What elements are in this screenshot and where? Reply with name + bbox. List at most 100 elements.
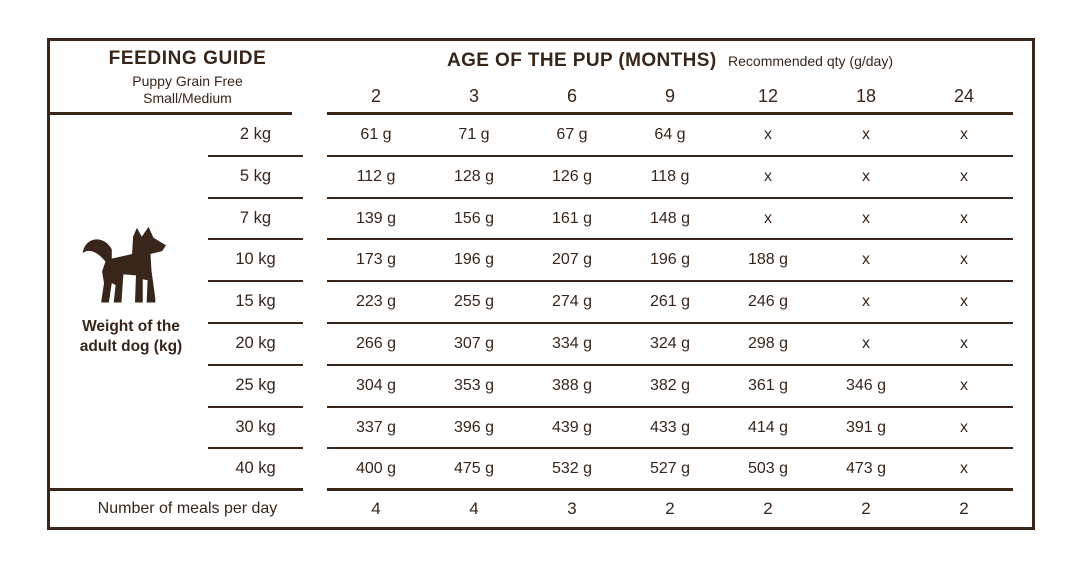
qty-cell: x: [960, 334, 968, 352]
qty-cell: 139 g: [355, 209, 397, 227]
weight-axis-label-line2: adult dog (kg): [79, 338, 183, 355]
qty-cell: 274 g: [551, 293, 593, 311]
qty-cell: 161 g: [551, 209, 593, 227]
qty-cell: x: [960, 126, 968, 143]
age-unit-note: Recommended qty (g/day): [728, 53, 893, 69]
qty-cell: 71 g: [458, 126, 490, 143]
weight-axis-label: Weight of the adult dog (kg): [50, 317, 212, 357]
qty-cell: 382 g: [649, 376, 691, 394]
qty-cell: x: [862, 251, 870, 269]
qty-cell: 128 g: [453, 167, 495, 185]
qty-cell: 246 g: [747, 293, 789, 311]
qty-cell: 475 g: [453, 460, 495, 478]
row-rule-left: [208, 154, 303, 157]
row-rule-data: [327, 447, 1013, 450]
qty-cell: x: [960, 293, 968, 311]
meals-row-label: Number of meals per day: [97, 500, 278, 517]
meals-value-cell: 3: [567, 499, 577, 518]
weight-axis-label-line1: Weight of the: [82, 318, 180, 335]
product-subtitle-line2: Small/Medium: [143, 90, 232, 106]
qty-cell: 266 g: [355, 334, 397, 352]
qty-cell: 148 g: [649, 209, 691, 227]
meals-value-cell: 2: [763, 499, 773, 518]
qty-cell: 223 g: [355, 293, 397, 311]
qty-cell: 391 g: [845, 418, 887, 436]
weight-row-label: 40 kg: [235, 459, 276, 478]
qty-cell: 400 g: [355, 460, 397, 478]
qty-cell: 196 g: [649, 251, 691, 269]
feeding-guide-header: FEEDING GUIDE Puppy Grain Free Small/Med…: [50, 48, 325, 107]
age-title: AGE OF THE PUP (MONTHS): [447, 50, 717, 71]
feeding-guide-table: FEEDING GUIDE Puppy Grain Free Small/Med…: [47, 38, 1035, 530]
qty-cell: 112 g: [356, 167, 396, 185]
qty-cell: x: [764, 126, 772, 143]
row-rule-data: [327, 280, 1013, 283]
weight-row-label: 20 kg: [235, 333, 276, 352]
qty-cell: 388 g: [551, 376, 593, 394]
qty-cell: x: [862, 334, 870, 352]
meals-rule-left: [50, 488, 303, 491]
meals-value-cell: 2: [665, 499, 675, 518]
qty-cell: x: [862, 209, 870, 227]
weight-row-label: 10 kg: [235, 250, 276, 269]
row-rule-left: [208, 447, 303, 450]
weight-row-label: 7 kg: [239, 208, 272, 227]
meals-value-cell: 4: [469, 499, 479, 518]
qty-cell: 532 g: [551, 460, 593, 478]
age-column-header: 24: [953, 86, 975, 106]
qty-cell: 298 g: [747, 334, 789, 352]
qty-cell: 361 g: [747, 376, 789, 394]
row-rule-left: [208, 405, 303, 408]
row-rule-left: [208, 196, 303, 199]
weight-row-label: 25 kg: [235, 375, 276, 394]
age-column-header: 12: [757, 86, 779, 106]
qty-cell: 61 g: [360, 126, 392, 143]
header-rule-left: [50, 112, 292, 115]
qty-cell: 433 g: [649, 418, 691, 436]
row-rule-left: [208, 238, 303, 241]
qty-cell: 527 g: [649, 460, 691, 478]
weight-row-label: 15 kg: [235, 292, 276, 311]
row-rule-data: [327, 238, 1013, 241]
product-subtitle: Puppy Grain Free Small/Medium: [50, 73, 325, 107]
age-column-header: 2: [370, 86, 381, 106]
qty-cell: x: [764, 167, 772, 185]
qty-cell: x: [764, 209, 772, 227]
qty-cell: x: [960, 209, 968, 227]
product-subtitle-line1: Puppy Grain Free: [132, 73, 243, 89]
age-header: AGE OF THE PUP (MONTHS) Recommended qty …: [327, 50, 1013, 72]
qty-cell: 414 g: [747, 418, 789, 436]
qty-cell: 353 g: [453, 376, 495, 394]
qty-cell: 334 g: [551, 334, 593, 352]
dog-silhouette-icon: [82, 226, 166, 303]
qty-cell: x: [960, 418, 968, 436]
qty-cell: 118 g: [650, 167, 690, 185]
row-rule-left: [208, 363, 303, 366]
row-rule-left: [208, 321, 303, 324]
qty-cell: x: [960, 376, 968, 394]
qty-cell: 307 g: [453, 334, 495, 352]
qty-cell: x: [960, 251, 968, 269]
row-rule-data: [327, 154, 1013, 157]
table-title: FEEDING GUIDE: [108, 48, 267, 69]
qty-cell: x: [960, 167, 968, 185]
qty-cell: x: [960, 460, 968, 478]
meals-value-cell: 2: [959, 499, 969, 518]
qty-cell: 126 g: [551, 167, 593, 185]
meals-value-cell: 2: [861, 499, 871, 518]
qty-cell: 473 g: [845, 460, 887, 478]
qty-cell: 337 g: [355, 418, 397, 436]
qty-cell: 304 g: [355, 376, 397, 394]
qty-cell: 207 g: [551, 251, 593, 269]
qty-cell: 255 g: [453, 293, 495, 311]
age-column-header: 9: [664, 86, 675, 106]
qty-cell: 67 g: [556, 126, 588, 143]
row-rule-data: [327, 196, 1013, 199]
qty-cell: 439 g: [551, 418, 593, 436]
qty-cell: 173 g: [355, 251, 397, 269]
qty-cell: 396 g: [453, 418, 495, 436]
qty-cell: 64 g: [654, 126, 686, 143]
weight-row-label: 30 kg: [235, 417, 276, 436]
qty-cell: 346 g: [845, 376, 887, 394]
qty-cell: 196 g: [453, 251, 495, 269]
